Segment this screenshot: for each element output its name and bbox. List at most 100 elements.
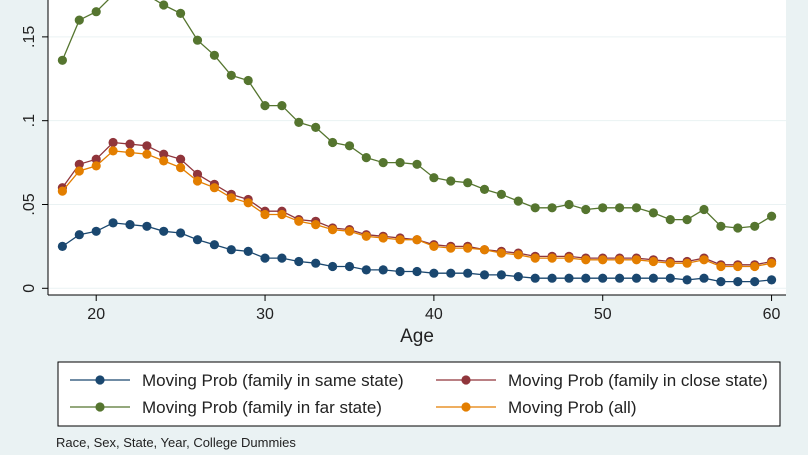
data-point (125, 220, 135, 230)
data-point (598, 255, 608, 265)
data-point (378, 158, 388, 168)
data-point (429, 268, 439, 278)
y-tick-label: .15 (21, 26, 38, 48)
data-point (429, 173, 439, 183)
data-point (176, 8, 186, 18)
legend-label: Moving Prob (all) (508, 398, 637, 417)
data-point (209, 240, 219, 250)
legend-swatch-marker (461, 402, 471, 412)
data-point (260, 209, 270, 220)
data-point (125, 139, 135, 149)
data-point (395, 266, 405, 277)
data-point (142, 149, 152, 159)
data-point (108, 137, 118, 148)
data-point (192, 35, 203, 45)
data-point (733, 277, 743, 287)
data-point (412, 235, 422, 245)
series-3 (57, 146, 777, 272)
data-point (648, 208, 659, 218)
data-point (395, 235, 405, 245)
data-point (277, 253, 287, 263)
data-point (463, 243, 473, 253)
data-point (665, 215, 675, 225)
data-point (648, 256, 659, 267)
data-point (581, 204, 591, 215)
data-point (750, 261, 760, 272)
data-point (226, 193, 236, 203)
data-point (598, 273, 608, 283)
data-point (125, 147, 135, 158)
data-point (446, 243, 456, 253)
data-point (412, 159, 422, 169)
x-tick-label: 60 (763, 306, 781, 323)
data-point (192, 235, 203, 245)
data-point (530, 273, 540, 283)
data-point (159, 226, 169, 236)
y-tick-label: 0 (21, 284, 38, 293)
legend-item: Moving Prob (family in same state) (70, 371, 404, 390)
data-point (530, 203, 540, 213)
data-point (615, 203, 625, 213)
data-point (682, 275, 692, 285)
data-point (226, 245, 236, 255)
y-axis: 0 .05 .1 .15 (21, 0, 49, 295)
data-point (74, 15, 84, 25)
data-point (446, 176, 456, 186)
data-point (159, 156, 169, 166)
data-point (277, 101, 287, 111)
gridlines (48, 36, 786, 289)
data-point (564, 273, 574, 283)
x-axis-title: Age (400, 326, 434, 347)
x-axis: 20 30 40 50 60 (48, 294, 786, 323)
data-point (176, 228, 186, 238)
data-point (91, 161, 101, 171)
legend-label: Moving Prob (family in same state) (142, 371, 404, 390)
data-point (631, 203, 642, 213)
data-point (547, 253, 557, 263)
data-point (530, 253, 540, 263)
legend-label: Moving Prob (family in close state) (508, 371, 768, 390)
data-point (311, 122, 321, 132)
data-point (716, 221, 726, 231)
series-2 (57, 0, 777, 233)
data-point (699, 273, 709, 283)
data-point (108, 146, 118, 156)
data-point (192, 176, 203, 186)
legend-swatch-marker (95, 375, 105, 385)
data-point (615, 255, 625, 265)
data-point (648, 273, 659, 283)
data-point (750, 221, 760, 231)
x-tick-label: 30 (256, 306, 274, 323)
data-point (344, 141, 355, 151)
data-point (361, 231, 371, 241)
x-tick-label: 40 (425, 306, 443, 323)
legend-box (57, 361, 781, 427)
data-point (226, 70, 236, 80)
data-point (547, 203, 557, 213)
data-point (159, 0, 169, 10)
data-point (581, 255, 591, 265)
legend-item: Moving Prob (family in far state) (70, 398, 382, 417)
data-point (344, 261, 355, 272)
data-point (463, 268, 473, 278)
data-point (277, 209, 287, 220)
data-point (311, 258, 321, 268)
data-point (665, 258, 675, 268)
data-point (91, 154, 101, 164)
data-point (682, 215, 692, 225)
legend-label: Moving Prob (family in far state) (142, 398, 382, 417)
data-point (328, 137, 338, 148)
data-point (750, 277, 760, 287)
data-point (192, 169, 203, 179)
legend-item: Moving Prob (all) (436, 398, 637, 417)
data-point (479, 184, 490, 194)
data-point (74, 230, 84, 240)
data-point (176, 154, 186, 164)
data-point (513, 196, 523, 206)
data-point (496, 248, 506, 258)
data-point (361, 153, 371, 163)
data-point (733, 261, 743, 272)
data-point (91, 226, 101, 236)
data-point (665, 273, 675, 283)
data-point (260, 253, 270, 263)
